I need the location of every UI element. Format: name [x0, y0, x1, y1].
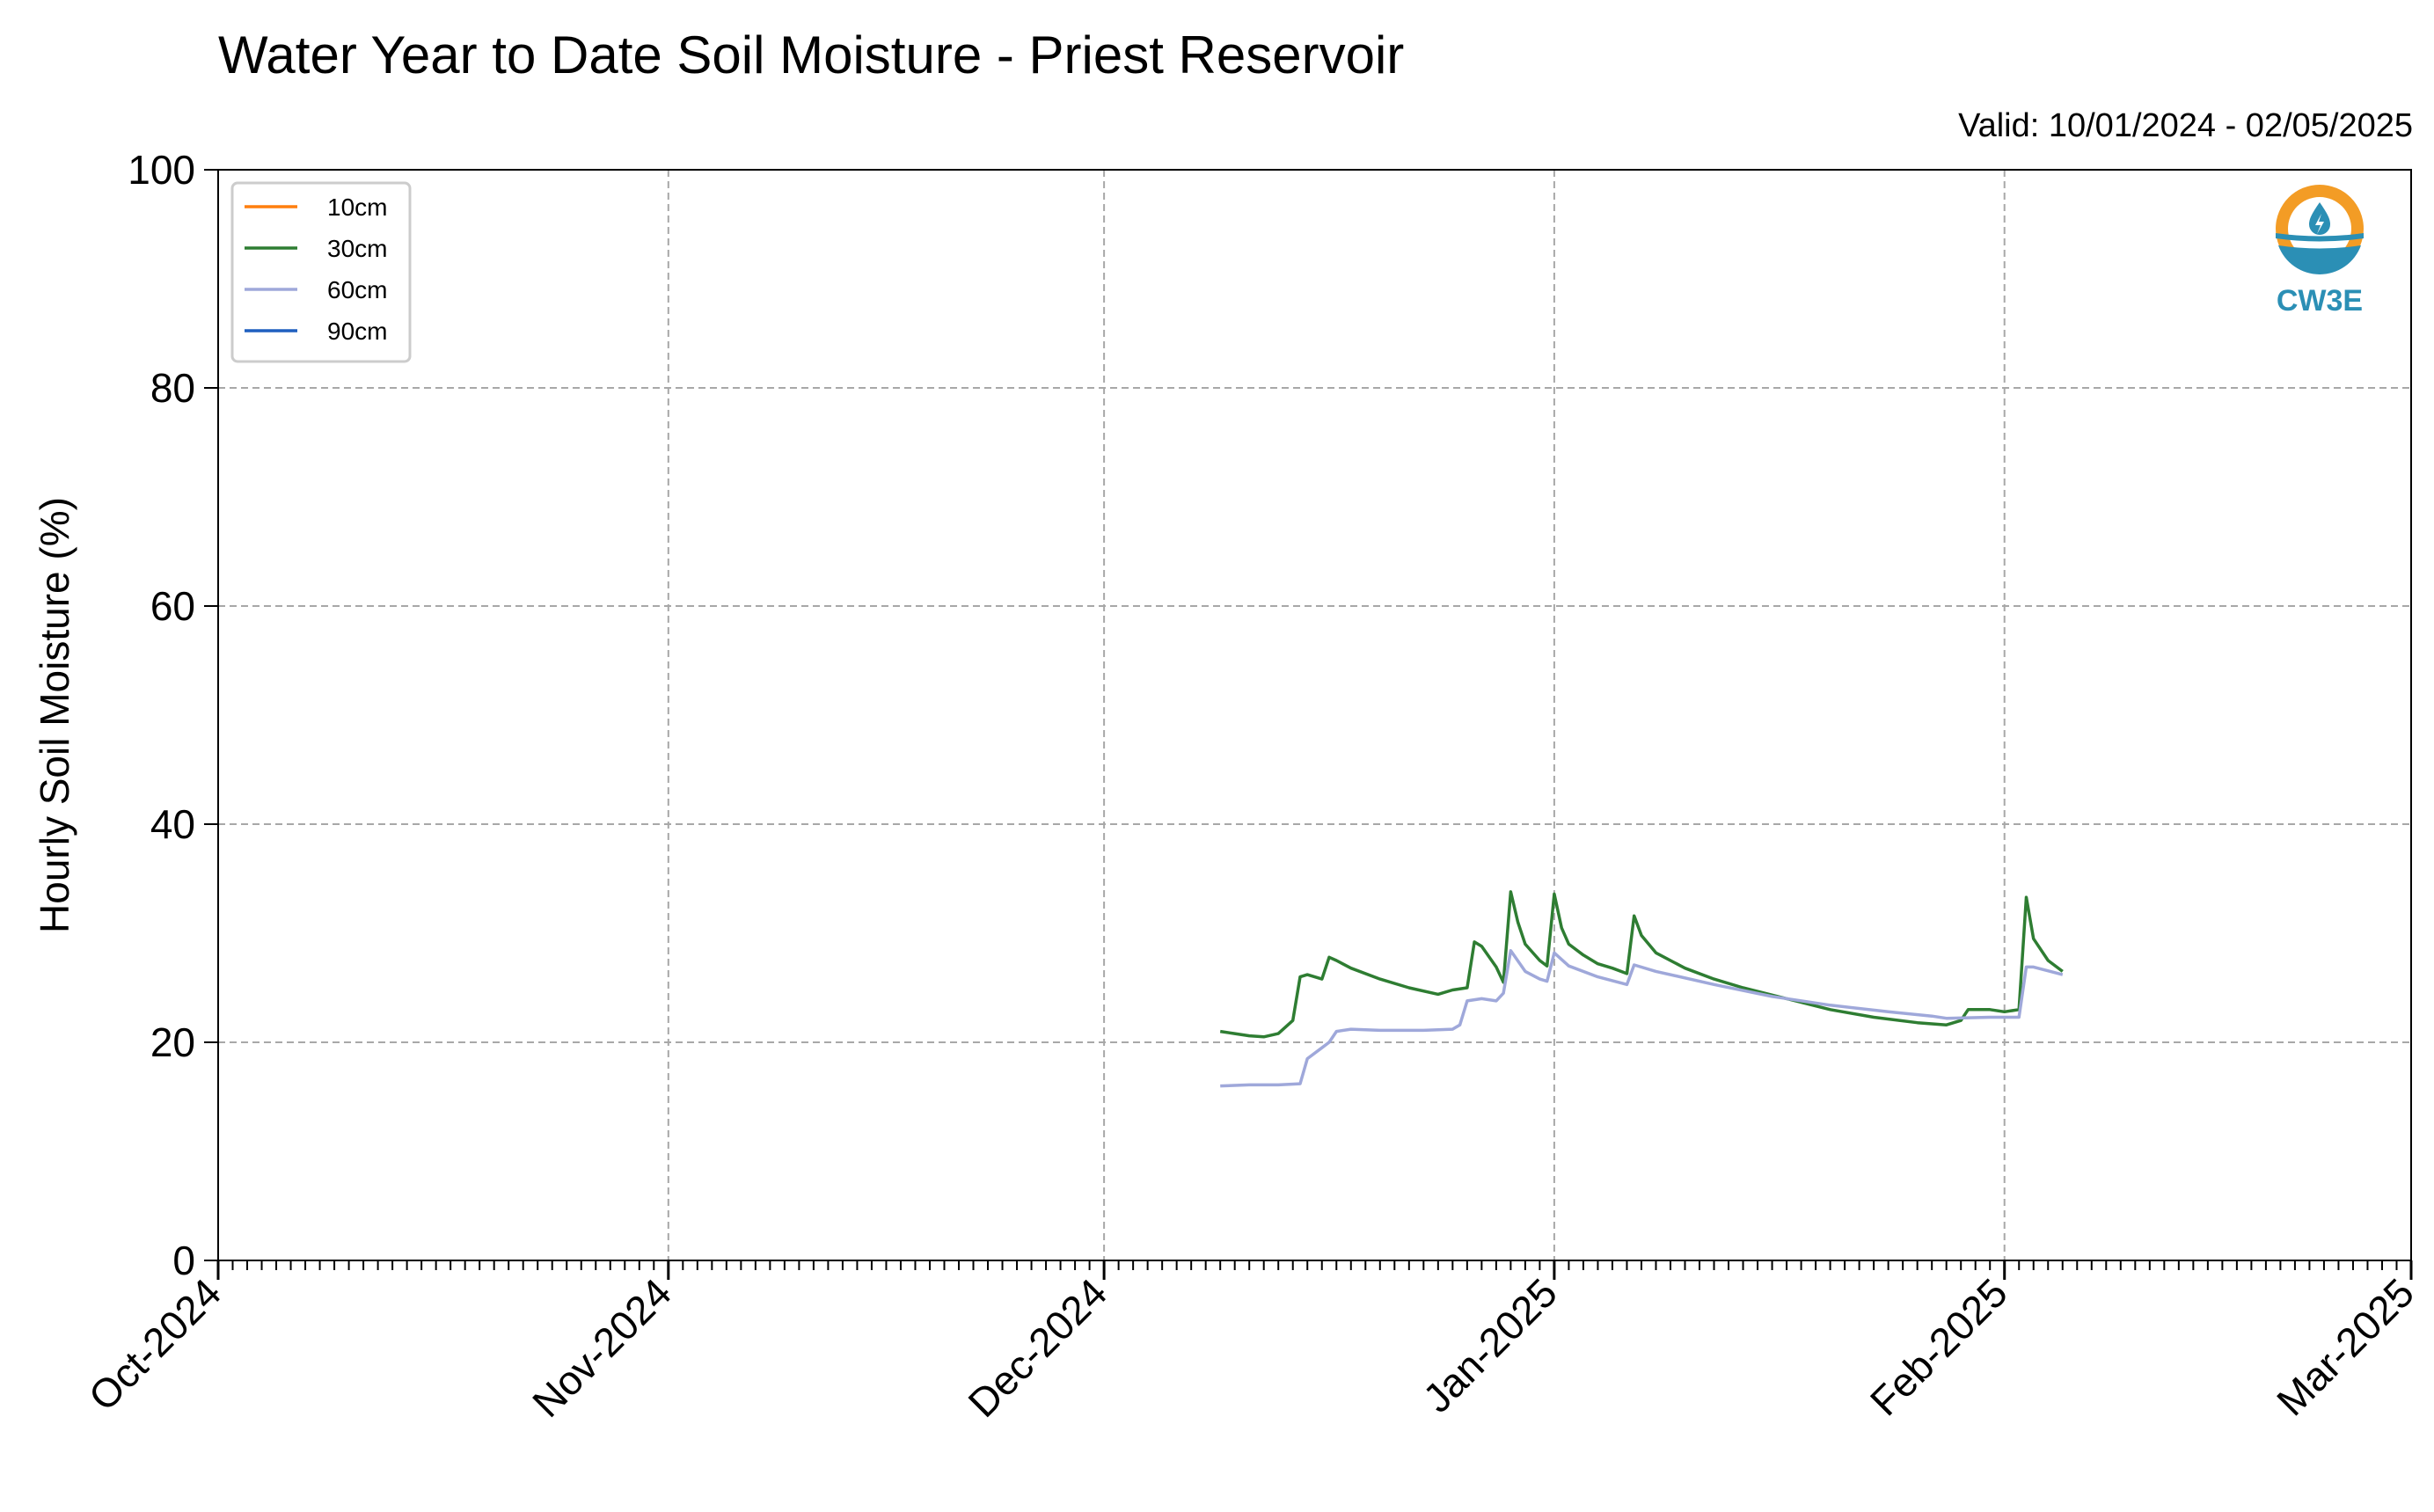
y-tick-label: 0	[172, 1238, 195, 1283]
y-tick-label: 40	[150, 801, 195, 847]
y-axis-label: Hourly Soil Moisture (%)	[32, 497, 77, 933]
y-tick-label: 20	[150, 1019, 195, 1065]
series-line-30cm	[1219, 890, 2064, 1039]
valid-date-range: Valid: 10/01/2024 - 02/05/2025	[1958, 107, 2413, 144]
bolt-icon	[2315, 214, 2324, 234]
x-tick-label: Jan-2025	[1414, 1269, 1566, 1421]
x-tick-label: Nov-2024	[523, 1269, 680, 1426]
legend-label: 10cm	[327, 194, 387, 221]
grid-lines	[218, 170, 2411, 1260]
y-tick-label: 60	[150, 583, 195, 629]
y-tick-label: 80	[150, 365, 195, 411]
logo-text: CW3E	[2277, 284, 2363, 318]
x-tick-label: Mar-2025	[2268, 1269, 2423, 1424]
legend: 10cm 30cm 60cm 90cm	[230, 181, 412, 363]
plot-frame	[217, 169, 2412, 1261]
legend-label: 30cm	[327, 235, 387, 262]
x-tick-label: Feb-2025	[1861, 1269, 2016, 1424]
series-lines	[1219, 890, 2064, 1088]
legend-box	[230, 181, 412, 363]
cw3e-logo: CW3E	[2261, 180, 2379, 321]
series-line-60cm	[1220, 949, 2064, 1088]
axes: 0 20 40 60 80 100 Oct-2024 Nov-2024 Dec-2024 Jan-…	[80, 147, 2423, 1426]
y-tick-label: 100	[128, 147, 195, 193]
logo-waves	[2276, 233, 2364, 274]
x-tick-label: Oct-2024	[80, 1269, 230, 1420]
legend-label: 60cm	[327, 276, 387, 303]
x-tick-label: Dec-2024	[959, 1269, 1115, 1426]
chart-title: Water Year to Date Soil Moisture - Pries…	[218, 26, 1405, 84]
legend-label: 90cm	[327, 318, 387, 345]
